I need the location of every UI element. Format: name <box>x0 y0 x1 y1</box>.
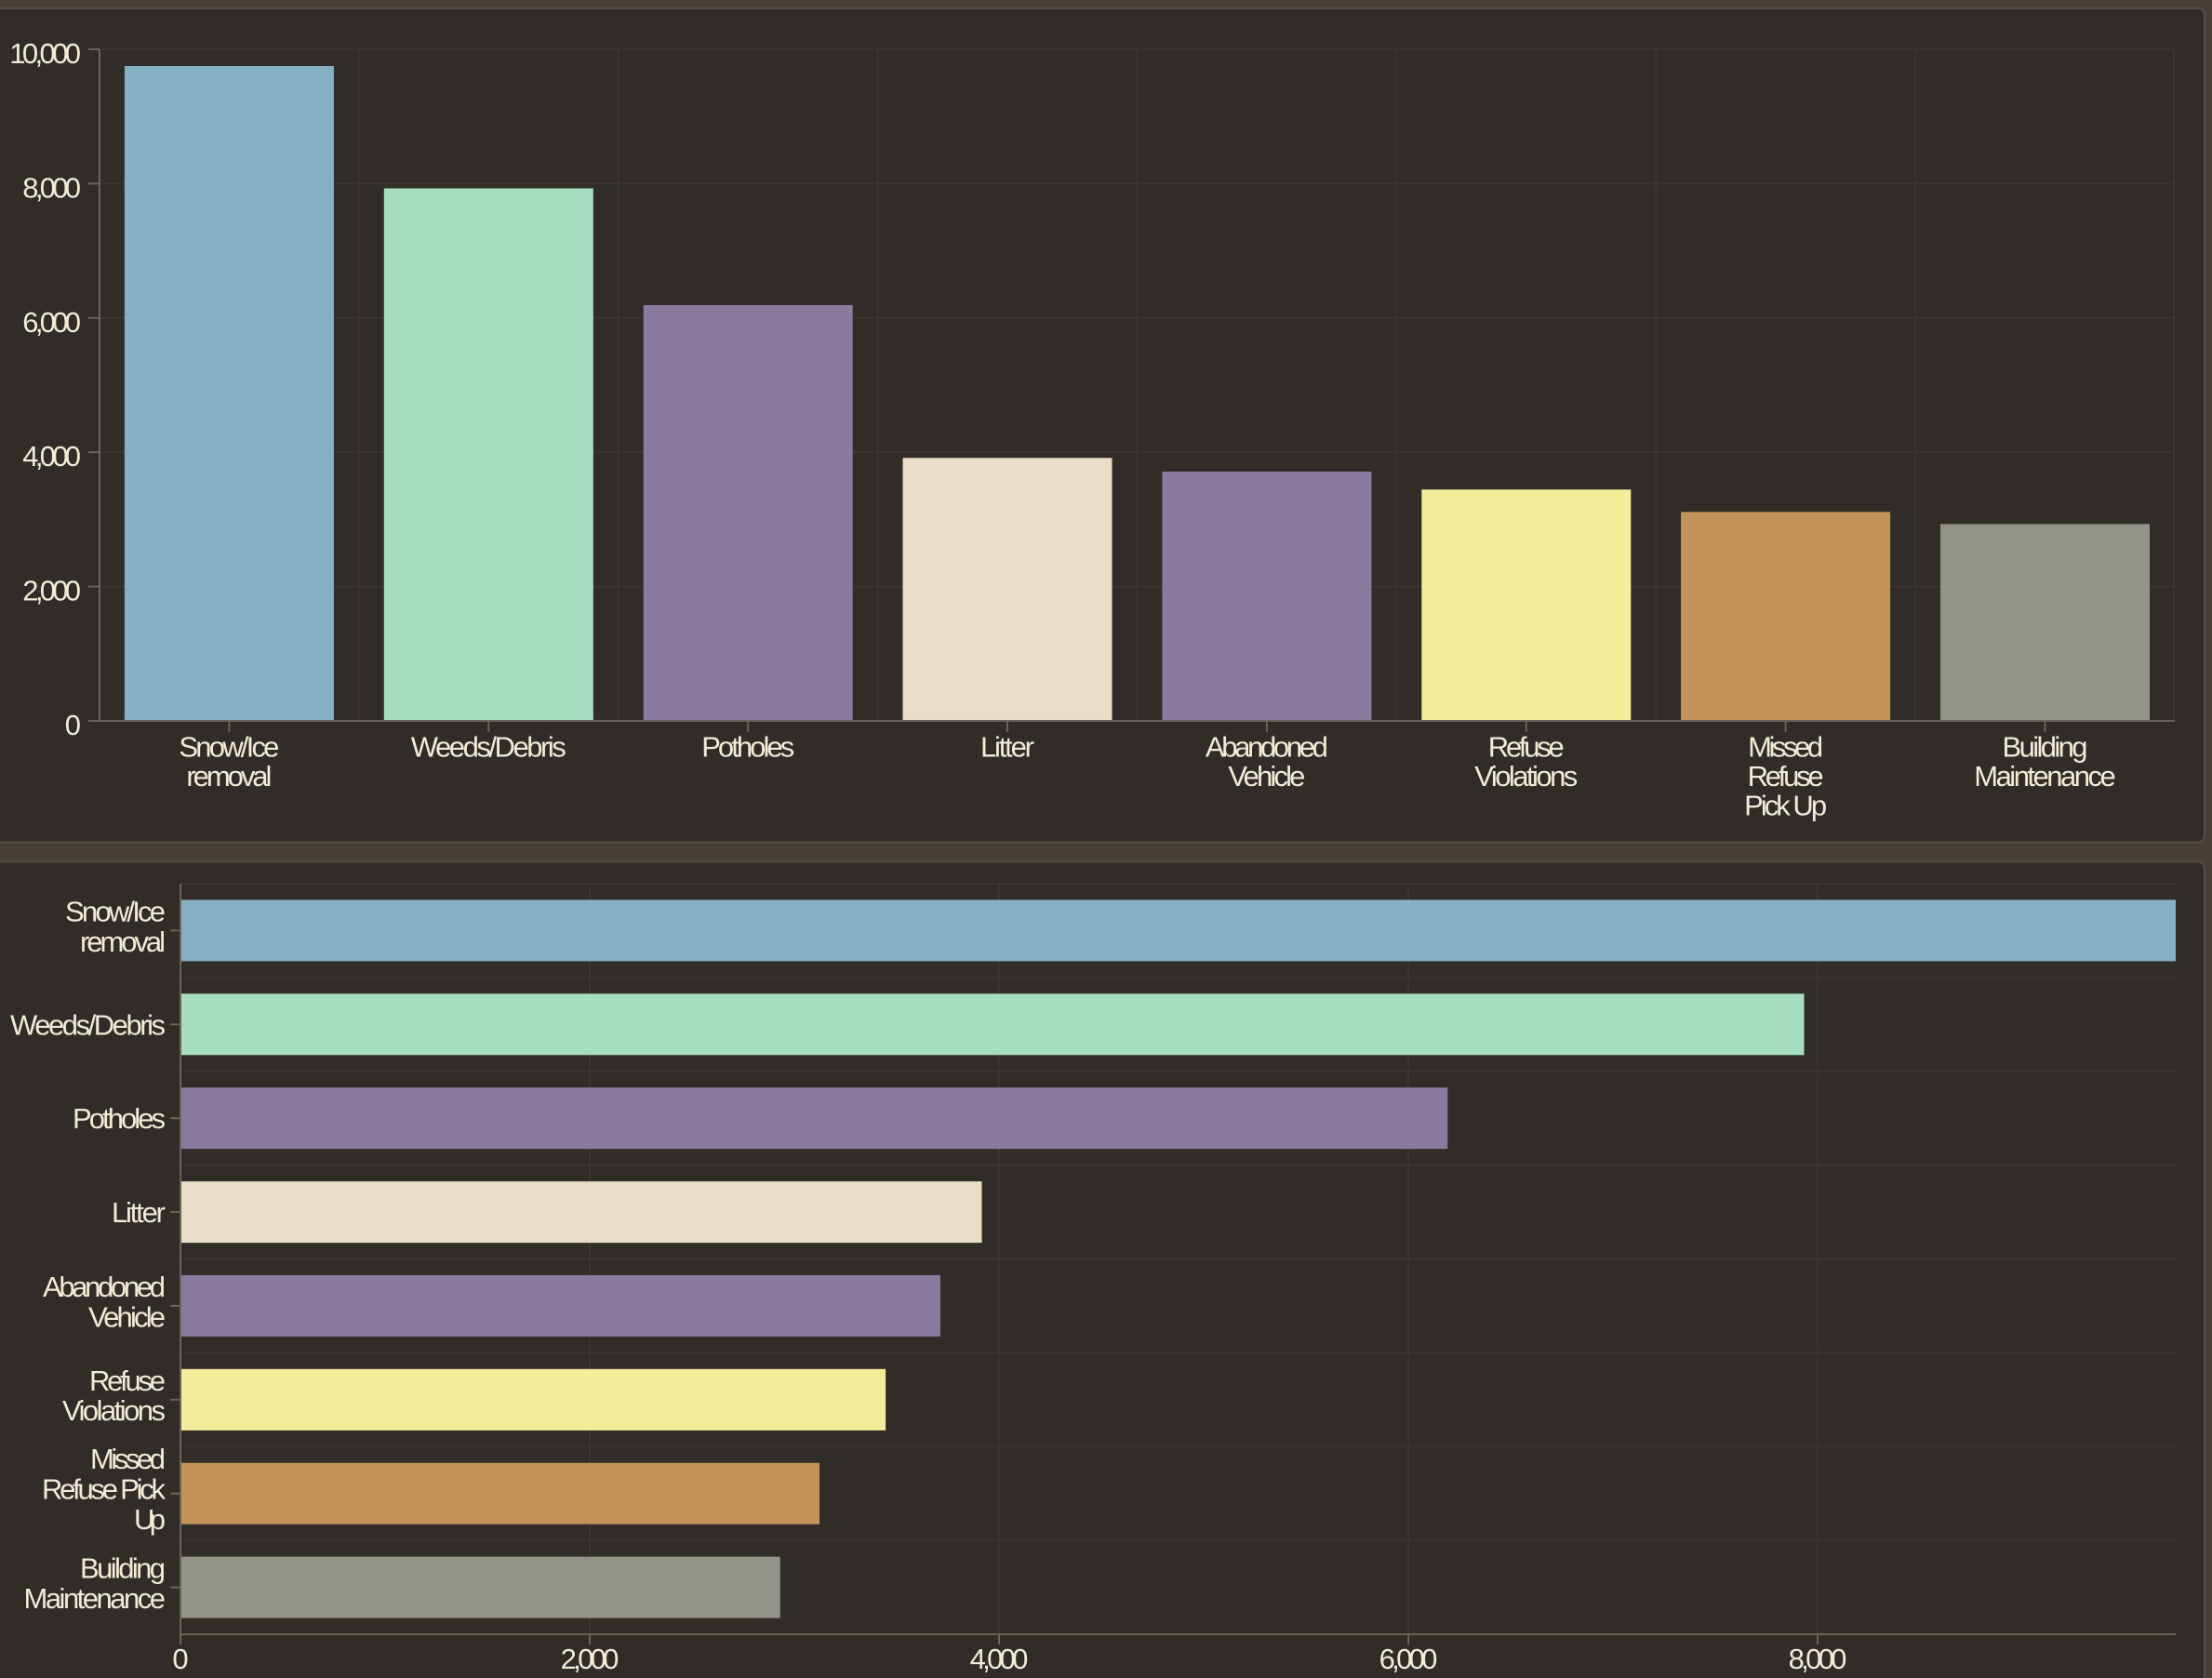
svg-text:Vehicle: Vehicle <box>1228 760 1305 792</box>
svg-text:Building: Building <box>80 1552 166 1585</box>
svg-text:removal: removal <box>186 760 272 792</box>
svg-text:Weeds/Debris: Weeds/Debris <box>411 731 566 764</box>
svg-text:Potholes: Potholes <box>701 731 794 764</box>
svg-text:Violations: Violations <box>62 1394 166 1427</box>
svg-text:Refuse: Refuse <box>1748 760 1824 792</box>
svg-text:0: 0 <box>65 709 81 741</box>
svg-text:Abandoned: Abandoned <box>1206 731 1328 764</box>
svg-text:Refuse: Refuse <box>89 1365 166 1397</box>
svg-text:4,000: 4,000 <box>22 440 81 473</box>
svg-text:2,000: 2,000 <box>22 575 81 607</box>
svg-text:Pick Up: Pick Up <box>1744 790 1827 822</box>
svg-text:6,000: 6,000 <box>22 306 81 339</box>
svg-text:8,000: 8,000 <box>22 171 81 204</box>
svg-text:removal: removal <box>80 926 166 958</box>
svg-text:6,000: 6,000 <box>1379 1643 1438 1675</box>
svg-text:Refuse: Refuse <box>1488 731 1565 764</box>
svg-text:2,000: 2,000 <box>561 1643 620 1675</box>
svg-text:Violations: Violations <box>1474 760 1578 792</box>
svg-text:Maintenance: Maintenance <box>1974 760 2116 792</box>
svg-text:0: 0 <box>172 1643 188 1675</box>
svg-text:Litter: Litter <box>112 1196 166 1229</box>
svg-text:8,000: 8,000 <box>1789 1643 1847 1675</box>
svg-text:Building: Building <box>2003 731 2088 764</box>
svg-text:Abandoned: Abandoned <box>43 1271 166 1303</box>
svg-text:Litter: Litter <box>980 731 1034 764</box>
svg-text:Vehicle: Vehicle <box>88 1300 166 1333</box>
svg-text:Snow/Ice: Snow/Ice <box>179 731 279 764</box>
svg-text:Weeds/Debris: Weeds/Debris <box>10 1008 166 1041</box>
svg-text:Maintenance: Maintenance <box>24 1582 167 1615</box>
svg-text:Up: Up <box>134 1503 166 1536</box>
svg-text:Potholes: Potholes <box>73 1102 166 1135</box>
svg-text:Missed: Missed <box>90 1443 166 1475</box>
svg-text:Snow/Ice: Snow/Ice <box>65 895 166 927</box>
svg-text:Missed: Missed <box>1748 731 1823 764</box>
svg-text:10,000: 10,000 <box>9 37 81 70</box>
svg-text:Refuse Pick: Refuse Pick <box>42 1473 167 1506</box>
svg-text:4,000: 4,000 <box>970 1643 1029 1675</box>
